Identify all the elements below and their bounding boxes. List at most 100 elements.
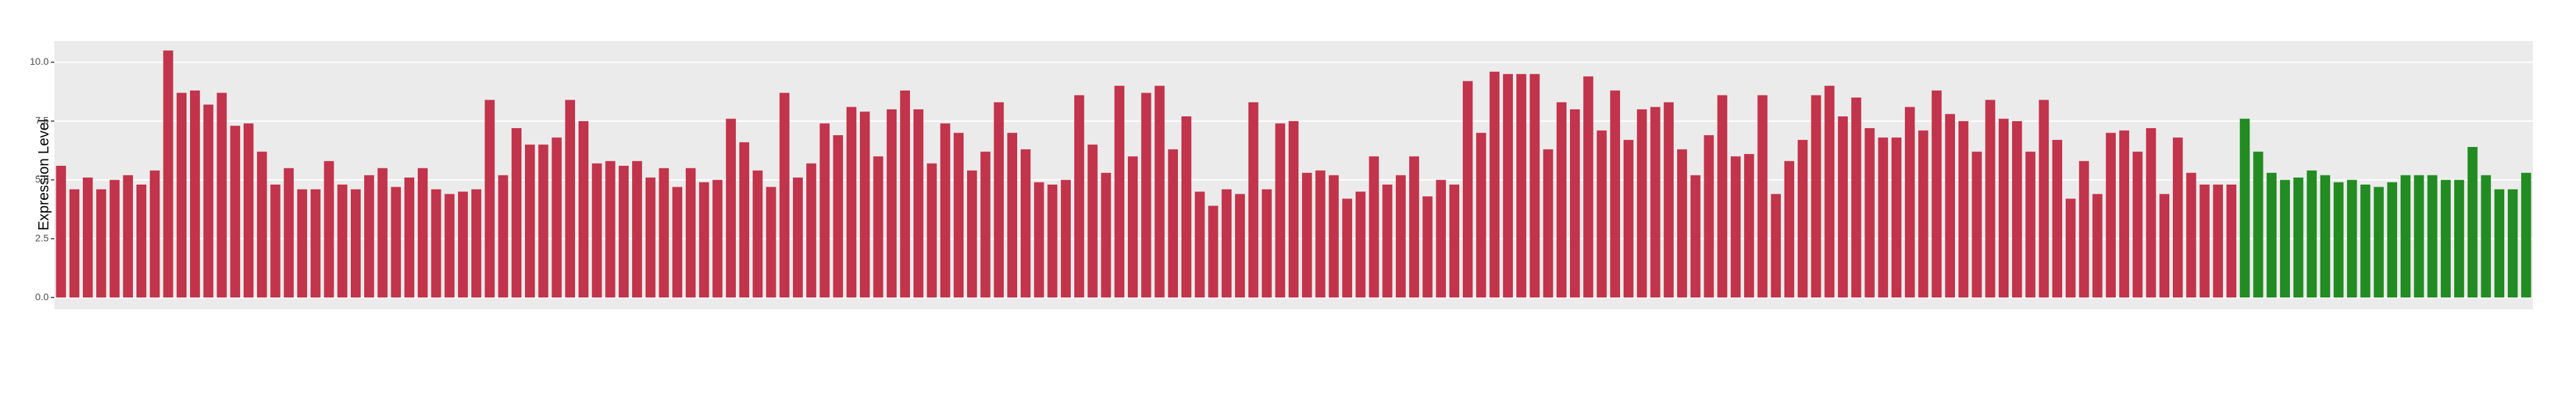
bar — [270, 185, 281, 298]
bar — [2333, 182, 2344, 298]
bar — [806, 163, 817, 298]
bar — [2240, 118, 2250, 298]
bar — [1127, 156, 1138, 298]
bar — [1516, 74, 1527, 298]
bar — [659, 168, 669, 298]
bar — [1905, 107, 1915, 298]
bar — [324, 161, 334, 298]
bar — [364, 175, 375, 298]
bar — [418, 168, 428, 298]
bar — [967, 170, 977, 298]
bar — [2521, 173, 2531, 298]
bar — [2012, 121, 2023, 298]
bar — [56, 165, 66, 298]
bar — [1047, 185, 1058, 298]
bar — [485, 100, 495, 298]
bar — [82, 177, 93, 298]
bar — [1007, 132, 1018, 298]
bar — [2373, 187, 2384, 298]
bar — [645, 177, 656, 298]
bar — [631, 161, 643, 298]
bar — [953, 132, 964, 298]
bar — [819, 123, 830, 298]
bar — [2079, 161, 2089, 298]
bar — [1195, 192, 1205, 298]
y-tick-label: 5.0 — [36, 173, 49, 185]
y-tick-label: 10.0 — [30, 56, 49, 67]
bar — [1556, 102, 1566, 298]
bar — [1730, 156, 1741, 298]
y-tick-label: 7.5 — [36, 115, 49, 126]
bar — [2226, 185, 2237, 298]
bar — [1610, 90, 1620, 298]
bar — [1221, 189, 1232, 298]
bar — [2279, 180, 2291, 298]
bar — [1717, 95, 1727, 298]
bar — [1181, 116, 1192, 298]
bar — [1878, 137, 1888, 298]
bar — [1449, 185, 1460, 298]
bar — [1784, 161, 1795, 298]
bar — [1409, 156, 1420, 298]
bar — [792, 177, 803, 298]
bar — [391, 187, 401, 298]
bar — [846, 107, 857, 298]
bar — [578, 121, 589, 298]
bar — [1315, 170, 1326, 298]
bar — [2347, 180, 2357, 298]
bar — [538, 144, 549, 298]
y-tick-label: 0.0 — [36, 291, 49, 302]
bar — [1248, 102, 1259, 298]
bar — [150, 170, 160, 298]
bar — [311, 189, 321, 298]
bar — [712, 180, 723, 298]
bar — [1087, 144, 1098, 298]
bar — [1998, 118, 2009, 298]
bar — [605, 161, 615, 298]
bar — [1436, 180, 1446, 298]
bar — [136, 185, 147, 298]
bar — [725, 118, 736, 298]
bar — [2199, 185, 2210, 298]
bar — [994, 102, 1004, 298]
bar — [1275, 123, 1285, 298]
bar — [444, 194, 455, 298]
bar — [779, 93, 790, 298]
bar — [377, 168, 388, 298]
bar — [189, 90, 201, 298]
bar — [297, 189, 308, 298]
bar — [1891, 137, 1902, 298]
bar — [1650, 107, 1660, 298]
bar — [1328, 175, 1339, 298]
bar — [1690, 175, 1701, 298]
bar — [833, 135, 843, 298]
bar — [1811, 95, 1821, 298]
bar — [2508, 189, 2518, 298]
bar — [2454, 180, 2465, 298]
bar — [699, 182, 709, 298]
bar — [2253, 151, 2263, 298]
bar — [1114, 86, 1124, 298]
bar — [404, 177, 415, 298]
bar — [1154, 86, 1165, 298]
bar — [913, 109, 924, 298]
bar — [109, 180, 120, 298]
bar — [2414, 175, 2424, 298]
bar — [96, 189, 107, 298]
bar — [163, 50, 173, 298]
bar — [350, 189, 361, 298]
bar — [1034, 182, 1044, 298]
bar — [1302, 173, 1312, 298]
bar — [1798, 139, 1808, 298]
bar — [1972, 151, 1982, 298]
bar — [1663, 102, 1674, 298]
bar — [2105, 132, 2116, 298]
bar — [1837, 116, 1848, 298]
bar — [203, 104, 214, 298]
bar — [2213, 185, 2223, 298]
bar — [431, 189, 441, 298]
bar — [2440, 180, 2451, 298]
bar — [2320, 175, 2330, 298]
bar — [243, 123, 254, 298]
